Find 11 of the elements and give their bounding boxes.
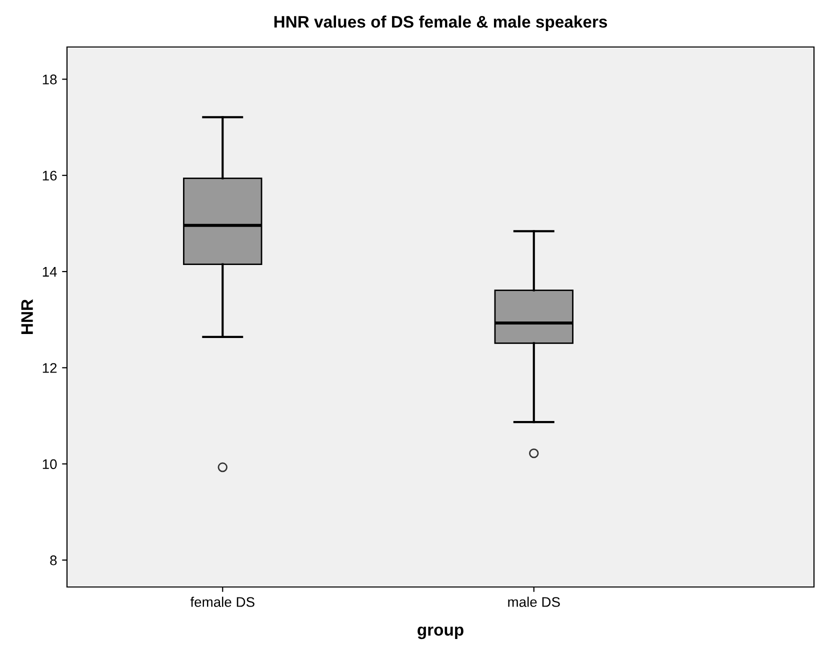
y-tick-label: 14 <box>42 267 57 277</box>
y-tick-label: 16 <box>42 170 57 181</box>
y-axis-title: HNR <box>21 299 33 334</box>
x-tick-label: female DS <box>190 596 254 607</box>
x-tick-label: male DS <box>508 596 560 607</box>
y-tick-label: 12 <box>42 363 57 373</box>
y-tick-label: 8 <box>50 555 57 566</box>
y-tick-label: 18 <box>42 74 57 84</box>
y-tick-label: 10 <box>42 459 57 470</box>
x-axis-title: group <box>418 626 464 640</box>
chart-title: HNR values of DS female & male speakers <box>274 15 608 32</box>
